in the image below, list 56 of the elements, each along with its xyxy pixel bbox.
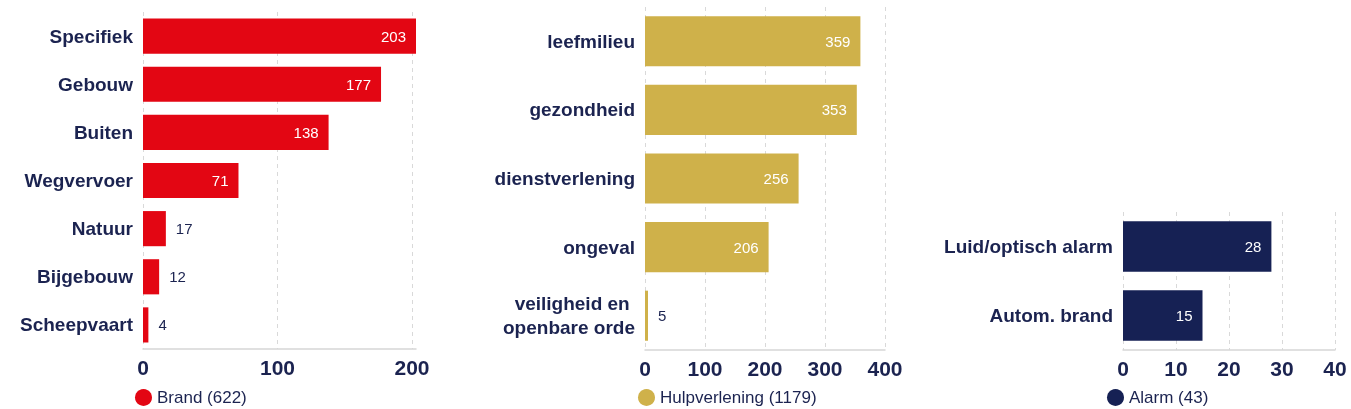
data-label: 28 [1244,238,1262,255]
y-tick-label: Specifiek [49,25,134,47]
bar [143,18,416,54]
y-tick-label: Natuur [71,218,134,240]
y-tick-label: dienstverlening [494,168,635,189]
y-tick-label: Autom. brand [989,305,1113,326]
x-tick-label: 0 [1117,357,1129,380]
data-label: 71 [211,172,229,189]
bar [645,84,857,135]
x-tick-label: 400 [867,357,903,380]
y-tick-label: Luid/optisch alarm [944,236,1113,257]
data-label: 177 [346,75,372,93]
legend-label: Alarm (43) [1129,388,1209,407]
x-tick-label: 40 [1323,357,1347,380]
x-tick-label: 200 [394,356,430,379]
data-label: 4 [158,316,167,334]
x-tick-label: 0 [137,356,149,379]
y-tick-label: Bijgebouw [36,266,134,288]
x-tick-label: 0 [639,357,651,380]
data-label: 15 [1175,307,1193,324]
bar [143,259,160,295]
bar [143,114,329,150]
x-tick-label: 100 [687,357,723,380]
y-tick-label: Gebouw [58,73,134,95]
legend-label: Hulpverlening (1179) [660,388,817,407]
data-label: 203 [380,27,406,45]
data-label: 5 [658,307,667,325]
bar [143,162,239,199]
y-tick-label: Scheepvaart [19,314,134,336]
x-tick-label: 300 [807,357,843,380]
legend-label: Brand (622) [157,388,247,407]
x-tick-label: 200 [747,357,783,380]
y-tick-label: ongeval [563,236,635,258]
data-label: 17 [175,220,193,238]
y-tick-label: leefmilieu [547,30,635,52]
bar [143,66,382,102]
y-tick-label: gezondheid [529,99,635,121]
bar [143,307,149,343]
x-tick-label: 20 [1217,357,1241,380]
data-label: 138 [293,123,319,141]
bar [645,290,648,341]
bar [645,222,769,273]
x-tick-label: 10 [1164,357,1188,380]
y-tick-label: Buiten [73,121,133,143]
data-label: 359 [825,32,851,50]
x-tick-label: 30 [1270,357,1294,380]
bar [143,211,166,247]
data-label: 353 [821,101,847,119]
y-tick-label: Wegvervoer [24,170,134,191]
data-label: 206 [733,238,759,256]
bar [645,153,799,204]
bar [645,16,861,67]
data-label: 256 [763,170,789,187]
y-tick-label: veiligheid en openbare orde [503,293,635,339]
x-tick-label: 100 [259,356,296,379]
data-label: 12 [169,268,186,286]
